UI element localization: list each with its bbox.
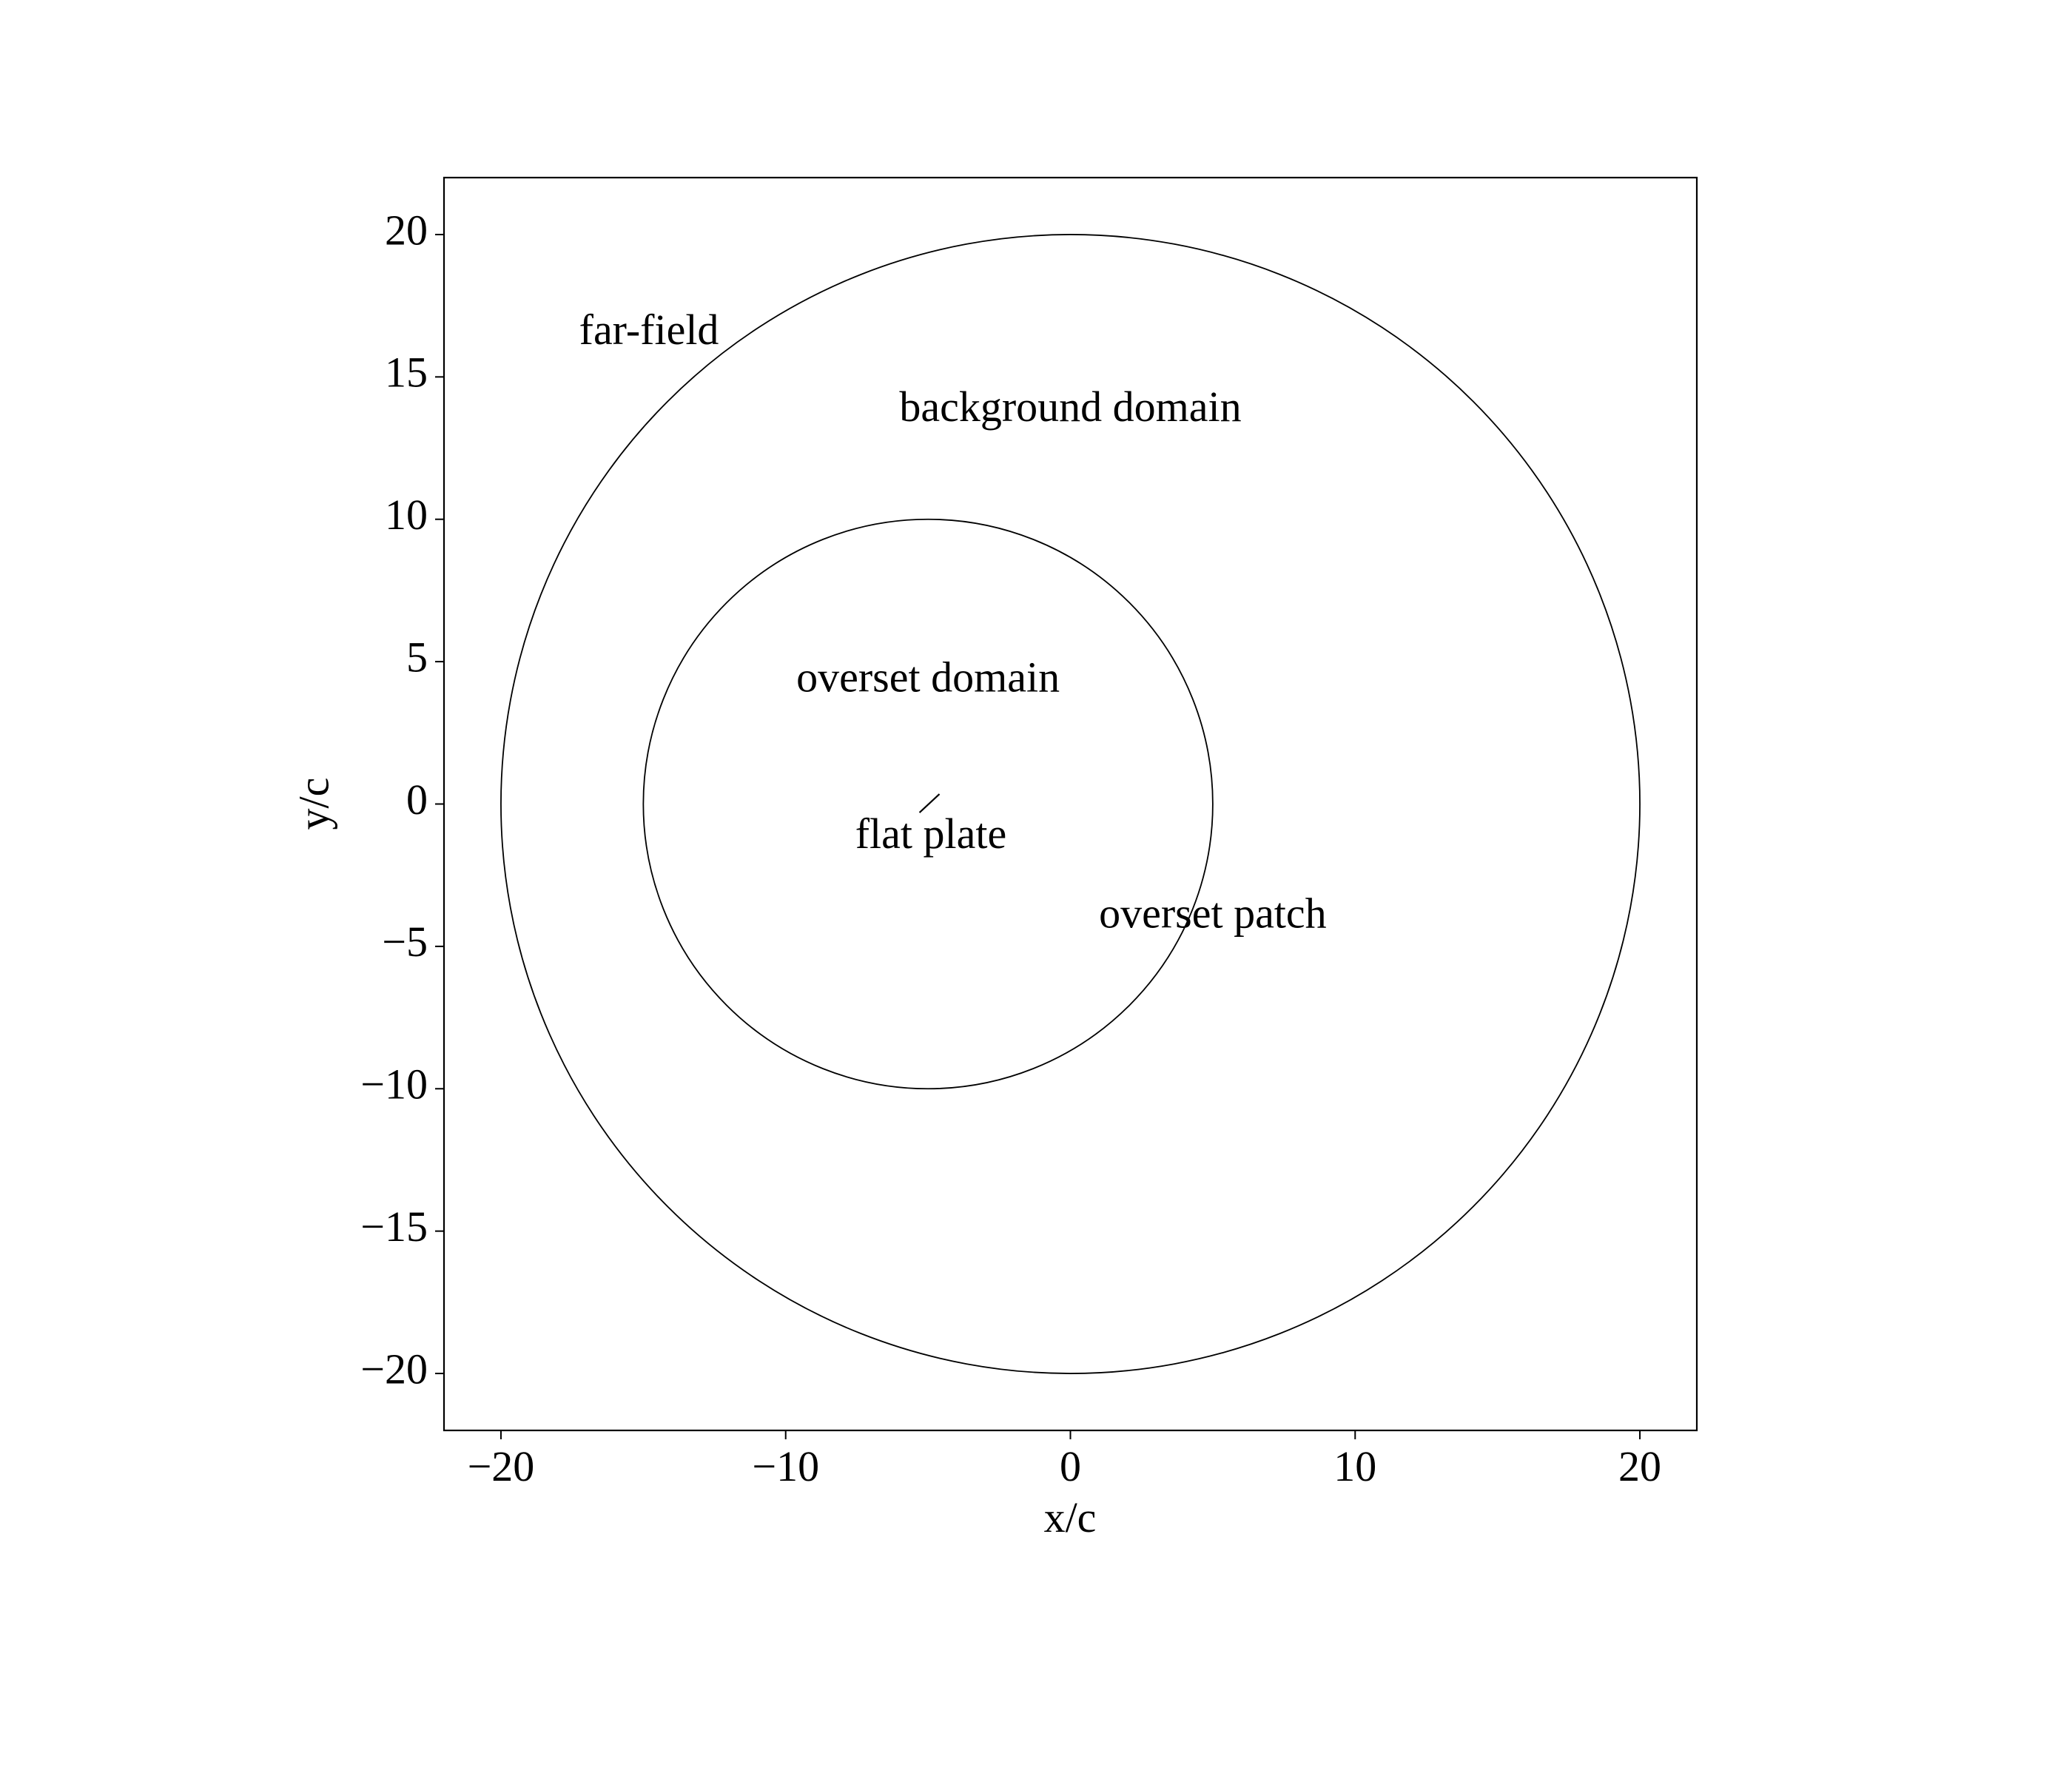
plot-frame	[443, 176, 1698, 1432]
y-tick-label: 5	[406, 633, 428, 681]
annotation-far-field: far-field	[579, 306, 719, 354]
y-tick-label: 10	[385, 491, 428, 539]
y-tick-label: −5	[382, 918, 428, 966]
y-tick-label: −15	[360, 1202, 428, 1251]
annotation-background-domain: background domain	[899, 383, 1241, 431]
y-tick-group: −20 −15 −10 −5 0 5 10 15 20	[360, 206, 444, 1393]
x-tick-label: −10	[752, 1442, 819, 1490]
diagram-shapes	[500, 234, 1641, 1374]
annotation-overset-domain: overset domain	[796, 653, 1060, 701]
x-tick-label: 10	[1333, 1442, 1376, 1490]
overset-circle	[642, 518, 1214, 1090]
y-tick-label: 15	[385, 349, 428, 397]
annotation-overset-patch: overset patch	[1099, 889, 1327, 938]
x-tick-label: 0	[1060, 1442, 1081, 1490]
far-field-circle	[500, 234, 1641, 1374]
y-tick-label: 20	[385, 206, 428, 254]
x-axis: −20 −10 0 10 20	[468, 1430, 1661, 1490]
y-tick-label: −20	[360, 1345, 428, 1393]
x-tick-label: −20	[468, 1442, 535, 1490]
y-axis-label: y/c	[289, 778, 337, 830]
y-tick-label: 0	[406, 776, 428, 824]
y-axis: −20 −15 −10 −5 0 5 10 15 20	[360, 206, 444, 1393]
annotation-flat-plate: flat plate	[855, 810, 1007, 858]
x-tick-label: 20	[1618, 1442, 1661, 1490]
y-tick-label: −10	[360, 1060, 428, 1109]
flat-plate-line	[918, 793, 941, 813]
x-tick-group: −20 −10 0 10 20	[468, 1430, 1661, 1490]
x-axis-label: x/c	[1044, 1493, 1097, 1541]
